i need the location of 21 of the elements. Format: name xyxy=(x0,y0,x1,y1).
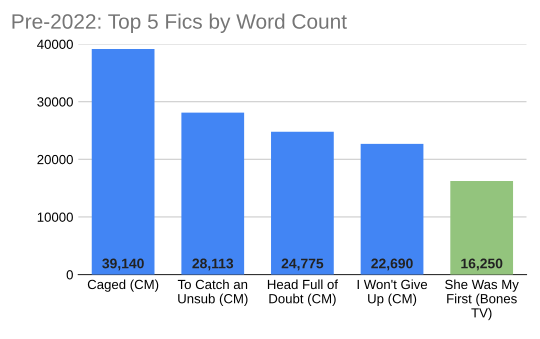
bar xyxy=(360,144,424,275)
x-tick-label: Head Full of Doubt (CM) xyxy=(268,279,338,306)
y-tick-label: 0 xyxy=(66,270,73,280)
data-label: 16,250 xyxy=(461,258,502,270)
x-tick-label: Caged (CM) xyxy=(88,279,158,292)
bar xyxy=(450,180,514,275)
data-label: 24,775 xyxy=(282,258,324,270)
x-tick-label: I Won't Give Up (CM) xyxy=(358,279,428,306)
y-tick-label: 40000 xyxy=(37,40,73,49)
y-tick-label: 10000 xyxy=(38,212,73,222)
y-tick-label: 30000 xyxy=(37,97,73,107)
x-tick-label: She Was My First (Bones TV) xyxy=(445,279,519,320)
x-tick-label: To Catch an Unsub (CM) xyxy=(178,279,248,306)
chart-title: Pre-2022: Top 5 Fics by Word Count xyxy=(12,14,347,33)
y-tick-label: 20000 xyxy=(37,154,73,164)
bar xyxy=(271,132,334,275)
bar xyxy=(92,49,154,275)
bar xyxy=(181,112,244,275)
data-label: 39,140 xyxy=(102,258,144,270)
data-label: 22,690 xyxy=(371,258,413,270)
data-label: 28,113 xyxy=(192,258,234,270)
